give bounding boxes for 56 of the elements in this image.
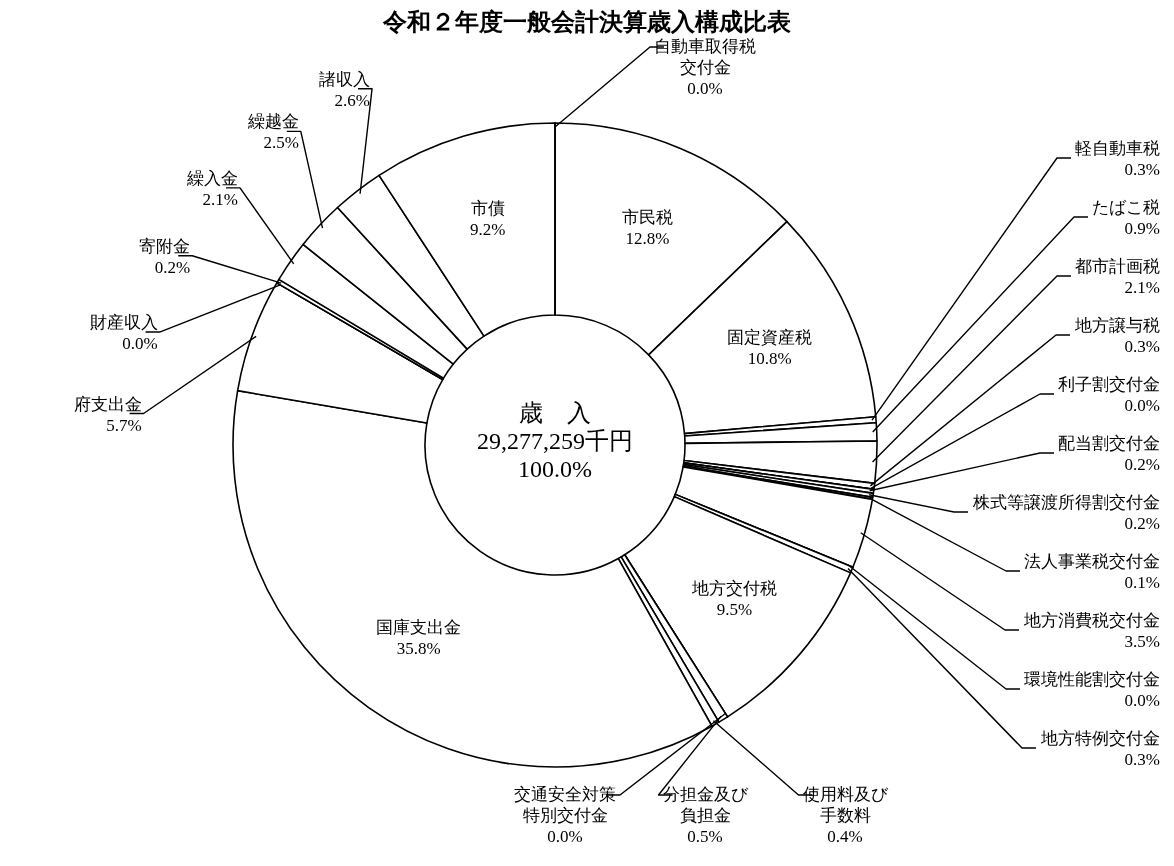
- slice-label: 府支出金: [73, 394, 142, 414]
- slice-label: 寄附金: [139, 236, 191, 256]
- data-label: 0.9%: [1124, 219, 1160, 238]
- slice-label: 繰越金: [246, 112, 299, 132]
- slice-label: 諸収入: [319, 69, 371, 89]
- slice-label: 繰入金: [185, 168, 238, 188]
- slice-label: 国庫支出金: [376, 618, 462, 638]
- data-label: 9.2%: [470, 220, 506, 240]
- category-label: 利子割交付金: [1058, 375, 1160, 394]
- slice-label: 固定資産税: [727, 327, 813, 347]
- text: 29,277,259千円: [477, 428, 633, 454]
- data-label: 0.3%: [1124, 160, 1160, 179]
- data-label: 9.5%: [716, 599, 753, 619]
- data-label: 2.6%: [334, 90, 371, 110]
- text: 歳 入: [519, 400, 591, 426]
- data-label: 3.5%: [1124, 632, 1160, 651]
- slice-label: 地方消費税交付金: [1023, 611, 1160, 630]
- slice-label: 法人事業税交付金: [1024, 552, 1160, 571]
- category-label: 交通安全対策特別交付金: [514, 785, 616, 825]
- data-label: 10.8%: [747, 348, 792, 368]
- slice-label: 使用料及び手数料: [802, 785, 889, 825]
- slice-label: 配当割交付金: [1058, 434, 1160, 453]
- data-label: 2.1%: [202, 189, 238, 209]
- slice-label: たばこ税: [1092, 198, 1160, 217]
- text: 0.0%: [122, 334, 158, 354]
- data-label: 35.8%: [396, 639, 441, 659]
- data-label: 2.1%: [1124, 278, 1160, 297]
- slice-label: 株式等譲渡所得割交付金: [972, 493, 1160, 512]
- data-label: 0.2%: [1124, 514, 1160, 533]
- category-label: 財産収入: [89, 313, 158, 333]
- slice-label: 市債: [470, 199, 505, 219]
- data-label: 0.3%: [1124, 337, 1160, 356]
- data-label: 0.1%: [1124, 573, 1160, 592]
- data-label: 0.2%: [1124, 455, 1160, 474]
- slice-label: 地方特例交付金: [1040, 729, 1160, 748]
- category-label: 環境性能割交付金: [1024, 670, 1160, 689]
- data-label: 0.2%: [154, 257, 191, 277]
- slice-label: 都市計画税: [1075, 257, 1160, 276]
- chart-title: 令和２年度一般会計決算歳入構成比表: [382, 9, 791, 35]
- text: 0.0%: [1124, 396, 1160, 415]
- data-label: 0.5%: [687, 827, 723, 846]
- slice-label: 地方譲与税: [1074, 316, 1160, 335]
- category-label: 自動車取得税交付金: [654, 37, 756, 77]
- data-label: 5.7%: [106, 415, 142, 435]
- data-label: 2.5%: [263, 133, 299, 153]
- data-label: 12.8%: [625, 229, 670, 249]
- text: 0.0%: [547, 827, 583, 846]
- data-label: 0.4%: [827, 827, 863, 846]
- slice-label: 市民税: [621, 208, 673, 228]
- slice-label: 軽自動車税: [1075, 139, 1160, 158]
- text: 0.0%: [687, 79, 723, 98]
- text: 0.0%: [1124, 691, 1160, 710]
- slice-label: 分担金及び負担金: [662, 785, 749, 825]
- data-label: 0.3%: [1124, 750, 1160, 769]
- slice-label: 地方交付税: [690, 578, 777, 598]
- text: 100.0%: [518, 456, 592, 482]
